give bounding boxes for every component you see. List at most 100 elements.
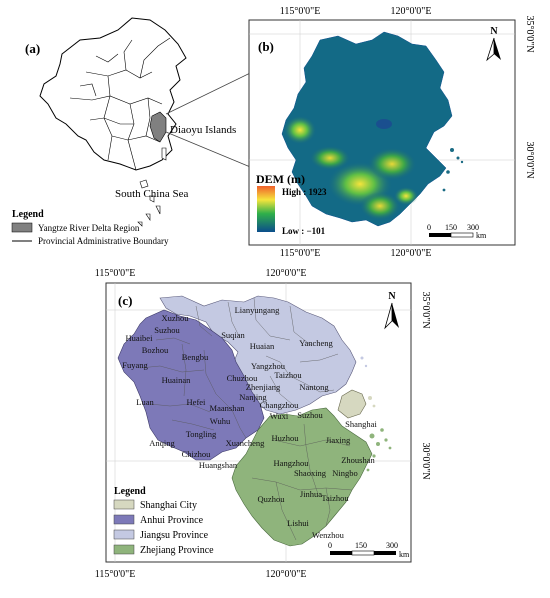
city-label: Shanghai bbox=[345, 419, 377, 429]
city-label: Huainan bbox=[162, 375, 192, 385]
c-bottom-tick-120: 120°0'0"E bbox=[266, 569, 307, 580]
dem-low-label: Low : −101 bbox=[282, 226, 326, 236]
callout-label: Diaoyu Islands bbox=[170, 124, 236, 136]
city-label: Nanjing bbox=[239, 392, 267, 402]
anhui-province bbox=[117, 309, 265, 461]
city-label: Nantong bbox=[299, 382, 329, 392]
panel-b-label: (b) bbox=[258, 39, 274, 54]
legend-a-item-yrd: Yangtze River Delta Region bbox=[38, 223, 140, 233]
panel-a-label: (a) bbox=[25, 41, 40, 56]
north-label-b: N bbox=[490, 26, 498, 37]
panel-b: 115°0'0"E 120°0'0"E (b) DEM (m) High : 1… bbox=[248, 6, 535, 259]
dem-islands bbox=[442, 148, 464, 192]
legend-swatch-anhui bbox=[113, 514, 135, 525]
c-right-tick-35: 35°0'0"N bbox=[420, 291, 431, 328]
city-label: Wenzhou bbox=[312, 530, 345, 540]
city-label: Lianyungang bbox=[235, 305, 281, 315]
city-label: Xuzhou bbox=[162, 313, 190, 323]
city-label: Huaian bbox=[250, 341, 275, 351]
b-top-tick-120: 120°0'0"E bbox=[391, 6, 432, 17]
city-label: Wuhu bbox=[210, 416, 231, 426]
city-label: Changzhou bbox=[260, 400, 299, 410]
city-label: Huaibei bbox=[126, 333, 154, 343]
sea-label: South China Sea bbox=[115, 188, 188, 200]
city-label: Hangzhou bbox=[274, 458, 310, 468]
city-label: Lishui bbox=[287, 518, 309, 528]
city-label: Huzhou bbox=[272, 433, 300, 443]
zhejiang-province bbox=[231, 407, 373, 547]
legend-a-title: Legend bbox=[12, 209, 44, 220]
b-right-tick-35: 35°0'0"N bbox=[524, 15, 535, 52]
legend-item-shanghai: Shanghai City bbox=[140, 500, 197, 511]
b-bottom-tick-120: 120°0'0"E bbox=[391, 248, 432, 259]
city-label: Wuxi bbox=[270, 411, 289, 421]
china-outline bbox=[39, 17, 187, 171]
city-label: Fuyang bbox=[122, 360, 148, 370]
c-bottom-tick-115: 115°0'0"E bbox=[95, 569, 136, 580]
c-right-tick-30: 30°0'0"N bbox=[420, 442, 431, 479]
city-label: Maanshan bbox=[210, 403, 246, 413]
city-label: Bengbu bbox=[182, 352, 209, 362]
scale-bar-b: 0 150 300 km bbox=[427, 223, 487, 240]
legend-swatch-jiangsu bbox=[113, 529, 135, 540]
dem-highland-southeast bbox=[394, 187, 418, 205]
city-label: Luan bbox=[136, 397, 154, 407]
north-label-c: N bbox=[388, 291, 396, 302]
city-label: Xuancheng bbox=[226, 438, 265, 448]
dem-highland-far-south bbox=[360, 192, 400, 220]
yrd-region-small bbox=[149, 111, 167, 143]
city-label: Quzhou bbox=[258, 494, 286, 504]
svg-text:0: 0 bbox=[328, 541, 332, 550]
north-arrow-c: N bbox=[384, 291, 399, 330]
svg-text:300: 300 bbox=[386, 541, 398, 550]
legend-c: Legend Shanghai City Anhui Province Jian… bbox=[113, 486, 214, 556]
c-top-tick-120: 120°0'0"E bbox=[266, 268, 307, 279]
dem-highland-west bbox=[284, 116, 316, 144]
city-label: Anqing bbox=[149, 438, 175, 448]
legend-swatch-shanghai bbox=[113, 499, 135, 510]
city-label: Shaoxing bbox=[294, 468, 327, 478]
legend-a-item-boundary: Provincial Administrative Boundary bbox=[38, 236, 169, 246]
svg-text:300: 300 bbox=[467, 223, 479, 232]
dem-highland-southwest bbox=[310, 146, 350, 170]
dem-lake bbox=[376, 119, 392, 129]
panel-c: 115°0'0"E 120°0'0"E (c) bbox=[95, 268, 431, 580]
scale-bar-c: 0 150 300 km bbox=[328, 541, 410, 559]
city-labels: Xuzhou Lianyungang Suzhou Suqian Huaibei… bbox=[122, 305, 377, 540]
b-top-tick-115: 115°0'0"E bbox=[280, 6, 321, 17]
legend-swatch-zhejiang bbox=[113, 544, 135, 555]
svg-text:km: km bbox=[399, 550, 410, 559]
city-label: Huangshan bbox=[199, 460, 238, 470]
city-label: Zhenjiang bbox=[246, 382, 281, 392]
shanghai-city bbox=[337, 389, 367, 419]
panel-c-label: (c) bbox=[118, 293, 132, 308]
city-label: Hefei bbox=[187, 397, 207, 407]
dem-color-ramp bbox=[257, 186, 275, 232]
legend-c-title: Legend bbox=[114, 486, 146, 497]
legend-item-anhui: Anhui Province bbox=[140, 515, 204, 526]
legend-a-swatch-yrd bbox=[11, 222, 33, 233]
city-label: Taizhou bbox=[274, 370, 302, 380]
north-arrow-b: N bbox=[486, 26, 501, 62]
city-label: Suzhou bbox=[154, 325, 180, 335]
panel-a: (a) Diaoyu Islands Sout bbox=[11, 17, 323, 246]
b-right-tick-30: 30°0'0"N bbox=[524, 141, 535, 178]
zhoushan-islands bbox=[360, 356, 392, 472]
provincial-boundaries bbox=[69, 37, 171, 171]
svg-text:150: 150 bbox=[445, 223, 457, 232]
city-label: Jiaxing bbox=[326, 435, 351, 445]
dem-highland-east bbox=[368, 148, 416, 180]
city-boundaries bbox=[139, 297, 353, 541]
c-top-tick-115: 115°0'0"E bbox=[95, 268, 136, 279]
city-label: Taizhou bbox=[321, 493, 349, 503]
city-label: Chuzhou bbox=[227, 373, 258, 383]
svg-text:150: 150 bbox=[355, 541, 367, 550]
islands bbox=[137, 147, 167, 227]
city-label: Bozhou bbox=[142, 345, 169, 355]
city-label: Yancheng bbox=[299, 338, 333, 348]
city-label: Tongling bbox=[186, 429, 217, 439]
dem-title: DEM (m) bbox=[256, 172, 305, 186]
city-label: Ningbo bbox=[332, 468, 358, 478]
b-bottom-tick-115: 115°0'0"E bbox=[280, 248, 321, 259]
